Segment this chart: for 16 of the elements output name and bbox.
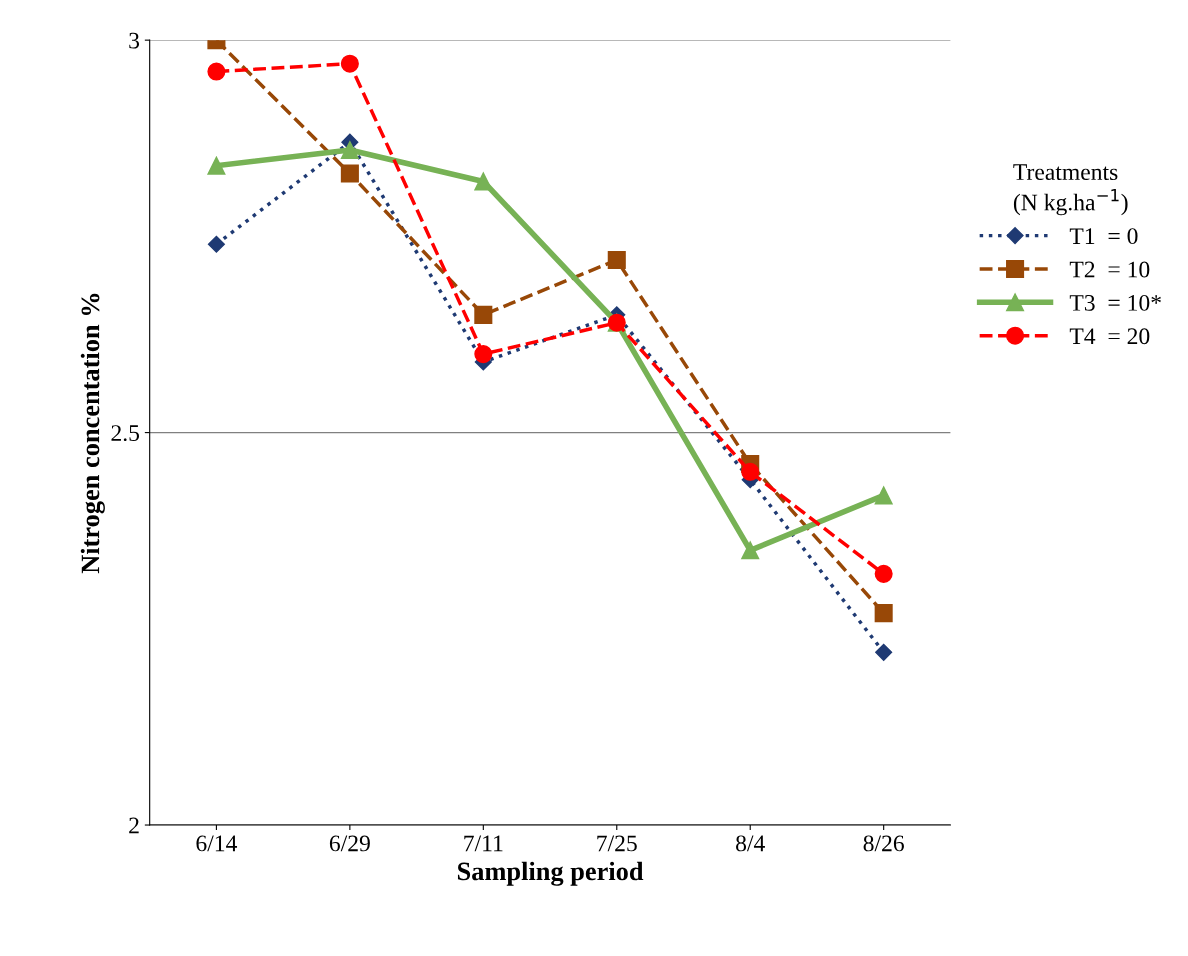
x-tick-label: 8/4: [736, 835, 765, 852]
y-tick-label: 2: [129, 817, 139, 834]
x-tick-label: 8/26: [863, 835, 904, 852]
legend-label: T1 = 0: [1069, 228, 1138, 245]
x-tick-label: 7/11: [464, 835, 503, 852]
y-axis-title: Nitrogen concentation %: [80, 293, 105, 574]
legend-label: T4 = 20: [1069, 328, 1150, 345]
legend-label: T3 = 10*: [1069, 294, 1161, 311]
y-tick-label: 2.5: [111, 425, 140, 442]
x-tick-label: 6/29: [329, 835, 370, 852]
legend-title: Treatments (N kg.ha$^{−1}$): [1013, 164, 1128, 216]
x-axis-title: Sampling period: [457, 861, 644, 886]
y-tick-label: 3: [129, 32, 140, 49]
x-tick-label: 6/14: [196, 835, 238, 852]
legend-label: T2 = 10: [1069, 261, 1150, 278]
x-tick-label: 7/25: [597, 835, 637, 852]
